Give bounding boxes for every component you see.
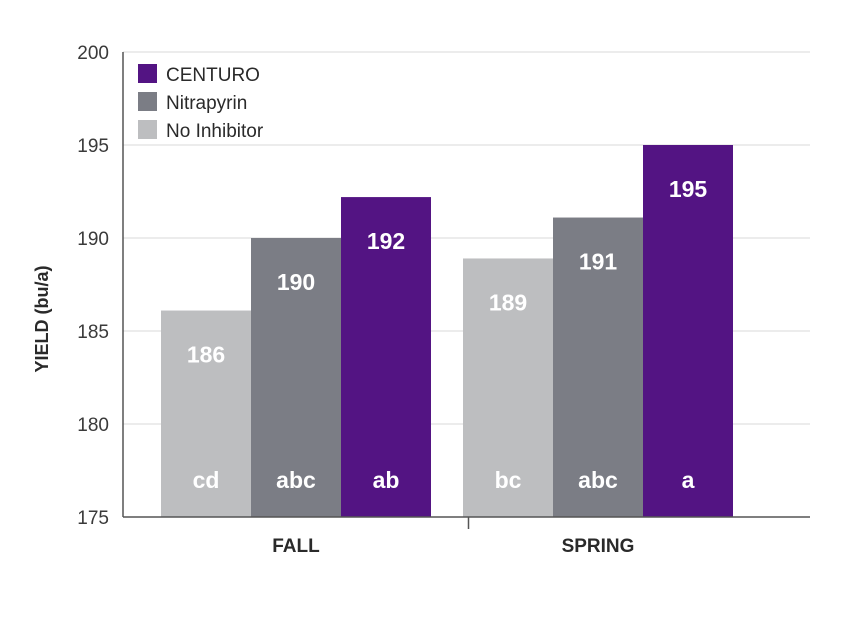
x-category-label: SPRING [562, 536, 635, 557]
significance-letter: bc [495, 467, 522, 493]
significance-letter: a [682, 467, 695, 493]
bar-value-label: 195 [669, 176, 708, 202]
bars [161, 145, 733, 518]
legend-label: Nitrapyrin [166, 93, 247, 114]
x-category-label: FALL [272, 536, 320, 557]
bar-value-label: 186 [187, 342, 225, 368]
y-tick-label: 190 [77, 229, 109, 250]
legend-label: CENTURO [166, 65, 260, 86]
bar [463, 258, 553, 517]
y-tick-label: 200 [77, 43, 109, 64]
y-tick-label: 185 [77, 322, 109, 343]
labels: 175180185190195200186cd190abc192abFALL18… [77, 43, 707, 557]
significance-letter: abc [578, 467, 618, 493]
legend-swatch [138, 64, 157, 83]
legend-label: No Inhibitor [166, 121, 264, 142]
bar [643, 145, 733, 517]
y-tick-label: 175 [77, 508, 109, 529]
legend-swatch [138, 92, 157, 111]
significance-letter: cd [193, 467, 220, 493]
axes [122, 52, 810, 529]
y-tick-label: 195 [77, 136, 109, 157]
bar [161, 310, 251, 517]
bar [251, 238, 341, 517]
bar-value-label: 189 [489, 289, 527, 315]
bar-value-label: 190 [277, 269, 315, 295]
legend-swatch [138, 120, 157, 139]
y-tick-label: 180 [77, 415, 109, 436]
bar-value-label: 192 [367, 228, 405, 254]
bar-value-label: 191 [579, 249, 618, 275]
significance-letter: abc [276, 467, 316, 493]
y-axis-title: YIELD (bu/a) [32, 265, 52, 372]
bar [341, 197, 431, 517]
legend: CENTURO Nitrapyrin No Inhibitor [138, 64, 264, 142]
significance-letter: ab [373, 467, 400, 493]
bar [553, 217, 643, 518]
